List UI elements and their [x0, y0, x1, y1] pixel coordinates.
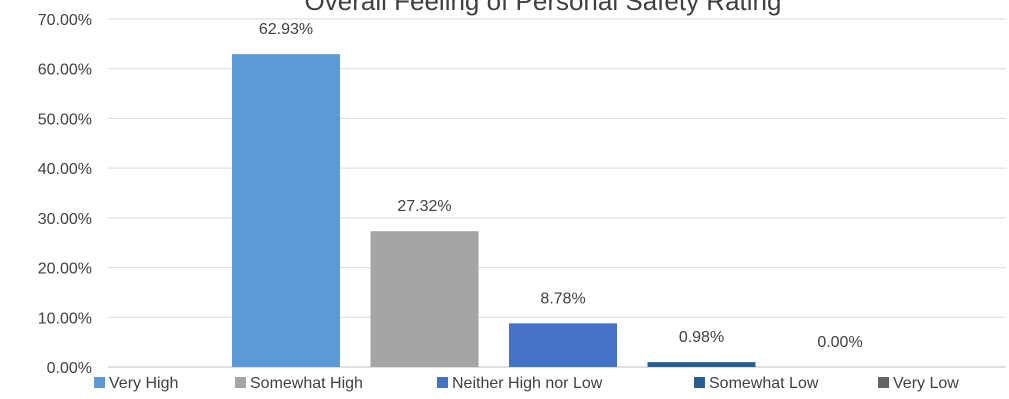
data-label: 8.78%	[540, 290, 585, 307]
y-tick-label: 40.00%	[38, 161, 92, 178]
bar-somewhat-low	[647, 362, 756, 367]
y-tick-label: 30.00%	[38, 211, 92, 228]
data-label: 27.32%	[397, 198, 451, 215]
chart-title: Overall Feeling of Personal Safety Ratin…	[305, 0, 782, 16]
y-tick-label: 10.00%	[38, 310, 92, 327]
legend-label: Very Low	[893, 375, 959, 392]
legend-swatch	[94, 377, 105, 388]
legend-label: Somewhat Low	[709, 375, 819, 392]
data-label: 0.98%	[679, 329, 724, 346]
bar-somewhat-high	[370, 231, 479, 367]
legend-swatch	[694, 377, 705, 388]
legend-label: Very High	[109, 375, 178, 392]
data-label: 62.93%	[259, 21, 313, 38]
y-tick-label: 70.00%	[38, 12, 92, 29]
bars	[232, 54, 756, 367]
legend-swatch	[235, 377, 246, 388]
legend-label: Somewhat High	[250, 375, 363, 392]
y-tick-label: 60.00%	[38, 62, 92, 79]
legend-swatch	[878, 377, 889, 388]
legend-swatch	[437, 377, 448, 388]
y-tick-label: 50.00%	[38, 111, 92, 128]
bar-neither-high-nor-low	[509, 323, 617, 367]
data-label: 0.00%	[817, 334, 862, 351]
legend: Very High Somewhat High Neither High nor L…	[94, 375, 959, 392]
data-labels: 62.93% 27.32% 8.78% 0.98% 0.00%	[259, 21, 863, 351]
legend-label: Neither High nor Low	[452, 375, 603, 392]
y-tick-label: 20.00%	[38, 261, 92, 278]
y-axis: 0.00% 10.00% 20.00% 30.00% 40.00% 50.00% 60.00…	[38, 12, 92, 377]
y-tick-label: 0.00%	[47, 360, 92, 377]
bar-very-high	[232, 54, 340, 367]
